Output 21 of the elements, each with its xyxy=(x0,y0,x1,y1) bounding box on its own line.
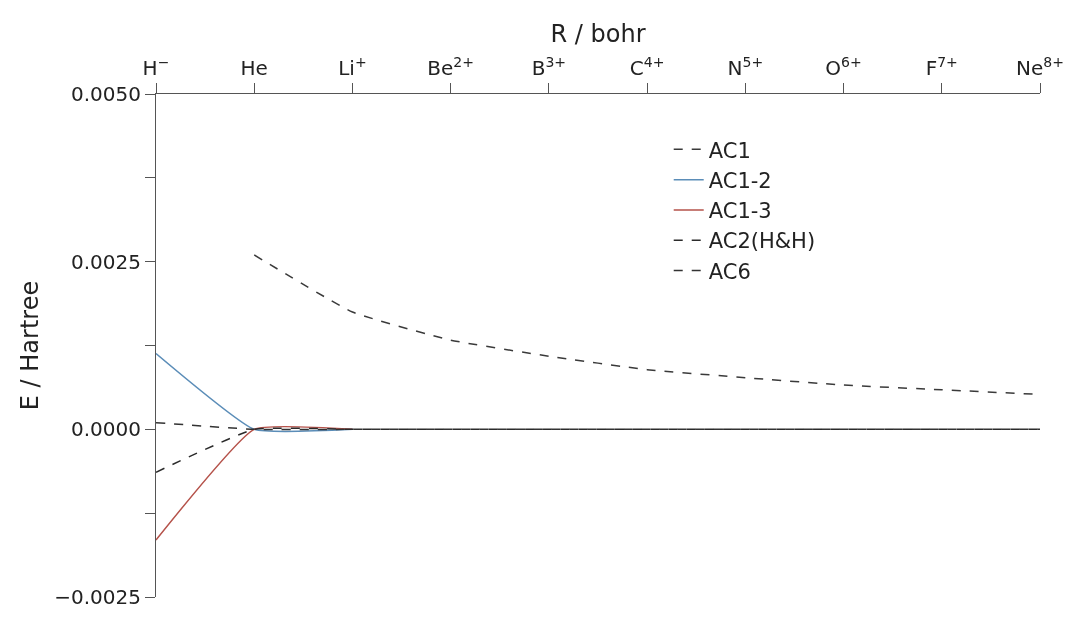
legend-label: AC1-3 xyxy=(708,199,772,224)
y-axis-title: E / Hartree xyxy=(16,280,45,411)
x-tick-label: N$^{5+}$ xyxy=(727,53,764,80)
y-tick-label: 0.0050 xyxy=(71,82,141,106)
x-axis-title: R / bohr xyxy=(550,19,646,48)
x-tick-label: Ne$^{8+}$ xyxy=(1016,53,1064,80)
x-tick-label: F$^{7+}$ xyxy=(925,53,958,80)
x-tick-label: C$^{4+}$ xyxy=(629,53,665,80)
x-tick-label: B$^{3+}$ xyxy=(531,53,567,80)
y-tick-label: 0.0025 xyxy=(71,249,141,274)
y-tick-label: 0.0000 xyxy=(71,417,141,442)
legend-label: AC6 xyxy=(708,259,751,284)
x-tick-label: He xyxy=(240,56,268,80)
legend-label: AC1-2 xyxy=(708,168,772,193)
x-tick-label: H$^{−}$ xyxy=(142,53,170,80)
y-tick-label: −0.0025 xyxy=(54,585,141,609)
x-tick-label: Be$^{2+}$ xyxy=(427,53,475,80)
x-tick-label: Li$^{+}$ xyxy=(338,53,367,80)
legend-label: AC2(H&H) xyxy=(708,229,816,254)
x-tick-label: O$^{6+}$ xyxy=(825,53,862,80)
legend-label: AC1 xyxy=(708,138,751,163)
